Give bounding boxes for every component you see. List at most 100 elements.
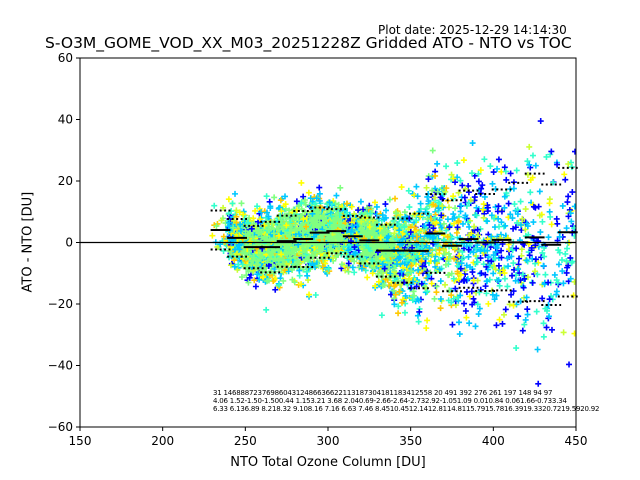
scatter-point — [543, 324, 550, 331]
scatter-point — [490, 169, 497, 176]
scatter-point — [239, 261, 246, 268]
scatter-point — [233, 207, 240, 214]
scatter-point — [536, 188, 543, 195]
chart-title: S-O3M_GOME_VOD_XX_M03_20251228Z Gridded … — [45, 34, 572, 52]
scatter-point — [463, 314, 470, 321]
scatter-point — [218, 217, 225, 224]
scatter-point — [526, 143, 533, 150]
scatter-point — [265, 213, 272, 220]
scatter-point — [232, 246, 239, 253]
scatter-point — [220, 204, 227, 211]
scatter-point — [565, 193, 572, 200]
scatter-point — [262, 235, 269, 242]
scatter-point — [237, 221, 244, 228]
scatter-point — [461, 194, 468, 201]
scatter-point — [540, 262, 547, 269]
scatter-point — [304, 272, 311, 279]
scatter-point — [268, 251, 275, 258]
scatter-point — [479, 182, 486, 189]
scatter-point — [280, 277, 287, 284]
scatter-point — [264, 278, 271, 285]
scatter-point — [299, 221, 306, 228]
scatter-point — [305, 277, 312, 284]
scatter-point — [571, 330, 576, 337]
scatter-point — [501, 311, 508, 318]
scatter-point — [227, 262, 234, 269]
scatter-point — [551, 271, 558, 278]
scatter-point — [265, 226, 272, 233]
scatter-point — [267, 203, 274, 210]
scatter-point — [442, 281, 449, 288]
scatter-point — [278, 208, 285, 215]
scatter-point — [302, 201, 309, 208]
scatter-point — [454, 160, 461, 167]
scatter-point — [257, 216, 264, 223]
scatter-point — [460, 157, 467, 164]
y-tick-label: −60 — [48, 420, 73, 434]
scatter-point — [312, 291, 319, 298]
scatter-point — [501, 164, 508, 171]
scatter-point — [242, 228, 249, 235]
scatter-point — [285, 246, 292, 253]
scatter-point — [417, 200, 424, 207]
scatter-point — [254, 203, 261, 210]
scatter-point — [231, 257, 238, 264]
scatter-point — [475, 311, 482, 318]
scatter-point — [562, 176, 569, 183]
scatter-point — [493, 322, 500, 329]
scatter-point — [559, 202, 566, 209]
scatter-point — [449, 321, 456, 328]
scatter-point — [527, 189, 534, 196]
scatter-point — [252, 283, 259, 290]
scatter-point — [571, 278, 576, 285]
scatter-point — [517, 198, 524, 205]
count-row: 31 1468887237698604312486636622113187304… — [213, 389, 553, 397]
scatter-point — [423, 184, 430, 191]
scatter-point — [275, 232, 282, 239]
scatter-point — [413, 183, 420, 190]
scatter-point — [472, 323, 479, 330]
scatter-point — [238, 200, 245, 207]
scatter-point — [524, 306, 531, 313]
scatter-point — [378, 312, 385, 319]
scatter-point — [307, 195, 314, 202]
scatter-point — [285, 268, 292, 275]
y-tick-label: 40 — [58, 113, 73, 127]
scatter-point — [213, 222, 220, 229]
scatter-point — [545, 234, 552, 241]
scatter-point — [287, 224, 294, 231]
scatter-point — [434, 160, 441, 167]
scatter-point — [392, 195, 399, 202]
y-tick-label: −20 — [48, 297, 73, 311]
scatter-point — [364, 274, 371, 281]
scatter-point — [522, 206, 529, 213]
scatter-point — [515, 266, 522, 273]
scatter-point — [305, 189, 312, 196]
scatter-point — [286, 229, 293, 236]
scatter-point — [255, 251, 262, 258]
scatter-point — [513, 167, 520, 174]
scatter-point — [437, 278, 444, 285]
scatter-point — [481, 156, 488, 163]
scatter-point — [456, 331, 463, 338]
scatter-point — [248, 225, 255, 232]
scatter-point — [548, 221, 555, 228]
scatter-point — [494, 165, 501, 172]
scatter-point — [300, 193, 307, 200]
scatter-point — [456, 319, 463, 326]
scatter-point — [283, 222, 290, 229]
scatter-point — [560, 329, 567, 336]
scatter-point — [292, 253, 299, 260]
x-axis-label: NTO Total Ozone Column [DU] — [230, 455, 426, 470]
scatter-point — [537, 118, 544, 125]
scatter-point — [240, 211, 247, 218]
scatter-point — [296, 267, 303, 274]
scatter-point — [298, 281, 305, 288]
scatter-points — [209, 118, 576, 387]
scatter-point — [250, 215, 257, 222]
scatter-point — [258, 234, 265, 241]
scatter-point — [510, 260, 517, 267]
scatter-point — [253, 261, 260, 268]
